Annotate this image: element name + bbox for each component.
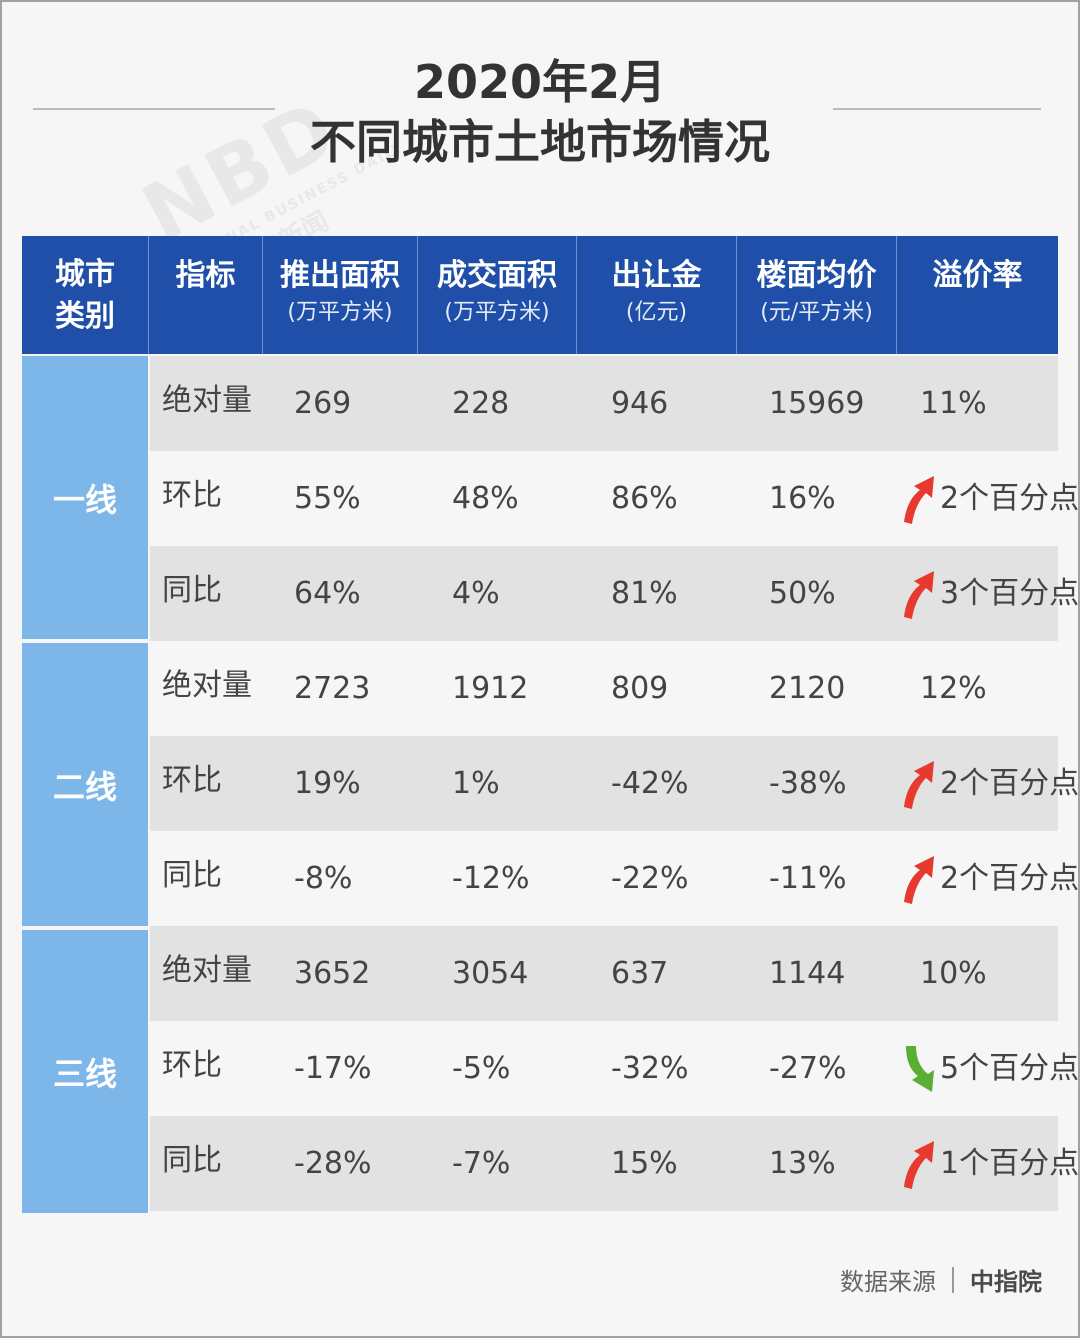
premium-cell: 12%: [920, 671, 987, 706]
floor-price-cell: -27%: [769, 1051, 847, 1086]
premium-change-text: 3个百分点: [940, 576, 1080, 611]
table-row: 环比 55% 48% 86% 16% 2个百分点: [150, 451, 1079, 546]
page-title: 2020年2月 不同城市土地市场情况: [0, 52, 1080, 172]
premium-cell: 10%: [920, 956, 987, 991]
city-tier-label: 二线: [22, 643, 148, 926]
arrow-up-icon: [904, 475, 934, 524]
header-premium-rate: 溢价率: [896, 236, 1058, 354]
title-line-2: 不同城市土地市场情况: [310, 115, 770, 169]
launch-area-cell: 55%: [294, 481, 361, 516]
arrow-up-icon: [904, 855, 934, 904]
floor-price-cell: 15969: [769, 386, 865, 421]
transfer-fee-cell: 81%: [611, 576, 678, 611]
city-tier-label: 三线: [22, 930, 148, 1213]
metric-cell: 环比: [162, 478, 222, 513]
deal-area-cell: 228: [452, 386, 510, 421]
arrow-up-icon: [904, 570, 934, 619]
deal-area-cell: -12%: [452, 861, 530, 896]
table-row: 同比 -8% -12% -22% -11% 2个百分点: [150, 831, 1079, 926]
deal-area-cell: 4%: [452, 576, 500, 611]
deal-area-cell: -7%: [452, 1146, 511, 1181]
transfer-fee-cell: 809: [611, 671, 669, 706]
table-row: 绝对量 269 228 946 15969 11%: [150, 356, 1058, 451]
arrow-up-icon: [904, 1140, 934, 1189]
premium-cell: 2个百分点: [898, 736, 1079, 831]
title-divider-right: [833, 108, 1041, 110]
metric-cell: 同比: [162, 573, 222, 608]
deal-area-cell: 3054: [452, 956, 529, 991]
premium-cell: 2个百分点: [898, 831, 1079, 926]
floor-price-cell: 16%: [769, 481, 836, 516]
table-row: 同比 64% 4% 81% 50% 3个百分点: [150, 546, 1079, 641]
launch-area-cell: 19%: [294, 766, 361, 801]
launch-area-cell: -8%: [294, 861, 353, 896]
floor-price-cell: -38%: [769, 766, 847, 801]
floor-price-cell: 50%: [769, 576, 836, 611]
premium-cell: 11%: [920, 386, 987, 421]
transfer-fee-cell: 946: [611, 386, 669, 421]
deal-area-cell: 48%: [452, 481, 519, 516]
title-line-1: 2020年2月: [413, 55, 667, 109]
premium-cell: 2个百分点: [898, 451, 1079, 546]
launch-area-cell: -17%: [294, 1051, 372, 1086]
floor-price-cell: 2120: [769, 671, 846, 706]
floor-price-cell: 13%: [769, 1146, 836, 1181]
deal-area-cell: -5%: [452, 1051, 511, 1086]
transfer-fee-cell: -32%: [611, 1051, 689, 1086]
transfer-fee-cell: 15%: [611, 1146, 678, 1181]
premium-change-text: 2个百分点: [940, 861, 1080, 896]
premium-cell: 5个百分点: [898, 1021, 1079, 1116]
table-row: 环比 -17% -5% -32% -27% 5个百分点: [150, 1021, 1079, 1116]
transfer-fee-cell: -42%: [611, 766, 689, 801]
source-label: 数据来源: [840, 1268, 936, 1296]
arrow-up-icon: [904, 760, 934, 809]
table-row: 同比 -28% -7% 15% 13% 1个百分点: [150, 1116, 1079, 1211]
header-launch-area: 推出面积 (万平方米): [262, 236, 417, 354]
launch-area-cell: 64%: [294, 576, 361, 611]
header-metric: 指标: [148, 236, 262, 354]
premium-change-text: 1个百分点: [940, 1146, 1080, 1181]
metric-cell: 环比: [162, 763, 222, 798]
floor-price-cell: -11%: [769, 861, 847, 896]
launch-area-cell: -28%: [294, 1146, 372, 1181]
premium-cell: 1个百分点: [898, 1116, 1079, 1211]
deal-area-cell: 1%: [452, 766, 500, 801]
metric-cell: 绝对量: [162, 953, 252, 988]
table-row: 绝对量 2723 1912 809 2120 12%: [150, 641, 1058, 736]
launch-area-cell: 269: [294, 386, 352, 421]
header-city-type: 城市 类别: [55, 257, 115, 334]
premium-change-text: 2个百分点: [940, 481, 1080, 516]
table-header: 城市 类别 指标 推出面积 (万平方米) 成交面积 (万平方米) 出让金 (亿元…: [22, 236, 1058, 354]
header-deal-area: 成交面积 (万平方米): [417, 236, 576, 354]
land-market-table: 城市 类别 指标 推出面积 (万平方米) 成交面积 (万平方米) 出让金 (亿元…: [22, 236, 1079, 1219]
transfer-fee-cell: 86%: [611, 481, 678, 516]
floor-price-cell: 1144: [769, 956, 846, 991]
metric-cell: 同比: [162, 858, 222, 893]
arrow-down-icon: [906, 1045, 934, 1092]
transfer-fee-cell: 637: [611, 956, 669, 991]
launch-area-cell: 3652: [294, 956, 371, 991]
city-tier-label: 一线: [22, 356, 148, 639]
table-row: 绝对量 3652 3054 637 1144 10%: [150, 926, 1058, 1021]
premium-change-text: 5个百分点: [940, 1051, 1080, 1086]
premium-change-text: 2个百分点: [940, 766, 1080, 801]
table-row: 环比 19% 1% -42% -38% 2个百分点: [150, 736, 1079, 831]
metric-cell: 绝对量: [162, 383, 252, 418]
header-floor-price: 楼面均价 (元/平方米): [736, 236, 896, 354]
metric-cell: 环比: [162, 1048, 222, 1083]
launch-area-cell: 2723: [294, 671, 371, 706]
transfer-fee-cell: -22%: [611, 861, 689, 896]
deal-area-cell: 1912: [452, 671, 529, 706]
metric-cell: 同比: [162, 1143, 222, 1178]
source-org: 中指院: [970, 1268, 1042, 1296]
data-source: 数据来源 中指院: [840, 1262, 1042, 1297]
source-divider: [952, 1266, 954, 1293]
premium-cell: 3个百分点: [898, 546, 1079, 641]
header-transfer-fee: 出让金 (亿元): [576, 236, 736, 354]
title-divider-left: [33, 108, 275, 110]
metric-cell: 绝对量: [162, 668, 252, 703]
